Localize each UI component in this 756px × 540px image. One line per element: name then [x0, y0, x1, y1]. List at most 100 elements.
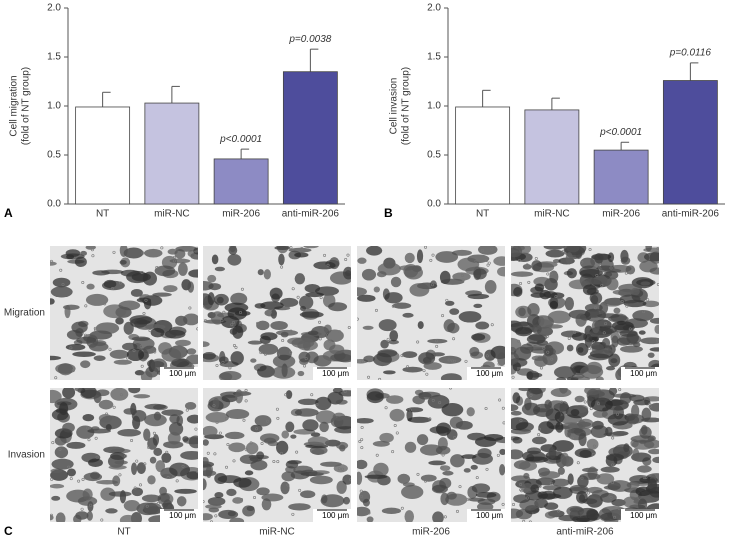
cell: [512, 436, 523, 444]
cell: [557, 467, 565, 475]
pore: [378, 377, 382, 380]
cell: [285, 421, 295, 433]
cell: [143, 428, 151, 441]
cell: [596, 473, 615, 485]
pore: [416, 340, 420, 344]
cell: [109, 349, 129, 359]
cell: [372, 440, 390, 447]
pore: [225, 465, 229, 469]
cell: [230, 351, 244, 366]
pore: [458, 485, 462, 489]
micrograph: 100 μm: [203, 388, 351, 522]
bar: [144, 102, 200, 205]
pore: [600, 284, 604, 288]
pore: [592, 444, 596, 448]
pore: [620, 299, 624, 303]
cell: [640, 281, 651, 286]
cell: [478, 246, 498, 255]
pore: [609, 397, 613, 401]
cell: [229, 517, 245, 522]
cell: [218, 372, 233, 380]
cell: [67, 468, 76, 477]
cell: [242, 505, 255, 517]
cell: [213, 293, 229, 306]
cell: [363, 355, 375, 363]
cell: [379, 432, 394, 443]
cell: [207, 292, 215, 306]
pore: [130, 438, 134, 442]
cell: [589, 291, 603, 305]
scale-label: 100 μm: [476, 369, 503, 378]
pore: [209, 520, 213, 522]
cell: [511, 337, 522, 352]
cell: [169, 462, 191, 477]
pore: [289, 246, 293, 249]
pore: [583, 400, 587, 404]
cell: [511, 351, 520, 365]
cell: [123, 247, 144, 259]
pore: [253, 496, 257, 500]
pore: [644, 476, 648, 480]
cell: [307, 436, 330, 447]
cell: [159, 486, 167, 496]
cell: [521, 402, 541, 416]
pore: [318, 337, 322, 341]
micrograph: 100 μm: [50, 388, 198, 522]
pore: [303, 364, 307, 368]
cell: [574, 395, 585, 403]
cell: [65, 249, 81, 257]
pore: [289, 329, 293, 333]
cell: [203, 478, 207, 491]
cell: [497, 266, 505, 277]
scale-label: 100 μm: [322, 369, 349, 378]
pore: [475, 476, 479, 480]
cell: [511, 449, 524, 460]
cell: [637, 498, 648, 512]
cell: [605, 453, 624, 461]
cell: [294, 273, 306, 285]
cell: [335, 399, 348, 405]
cell: [280, 481, 290, 495]
pore: [296, 295, 300, 299]
pore: [588, 248, 592, 252]
cell: [320, 494, 345, 508]
cell: [187, 281, 195, 293]
pore: [255, 321, 259, 325]
cell: [381, 507, 402, 514]
cell: [82, 488, 93, 501]
pore: [180, 265, 184, 269]
y-tick-label: 1.0: [47, 101, 61, 112]
pore: [244, 448, 248, 452]
pore: [367, 511, 371, 515]
cell: [471, 483, 491, 494]
cell: [566, 246, 580, 253]
cell: [654, 324, 659, 334]
cell: [378, 319, 397, 332]
pore: [617, 507, 621, 511]
cell: [538, 421, 555, 434]
cell: [475, 492, 497, 498]
cell: [625, 265, 636, 275]
pore: [289, 350, 293, 354]
cell: [544, 399, 552, 410]
pore: [452, 359, 456, 363]
cell: [226, 488, 237, 497]
pore: [646, 298, 650, 302]
cell: [511, 410, 522, 416]
cell: [586, 508, 599, 519]
pore: [359, 489, 363, 493]
cell: [409, 283, 430, 297]
cell: [511, 271, 534, 277]
cell: [440, 492, 449, 506]
cell: [83, 472, 103, 482]
cell: [50, 483, 65, 489]
pore: [91, 254, 95, 258]
pore: [549, 481, 553, 485]
cell: [175, 246, 198, 252]
pore: [344, 257, 348, 261]
pore: [277, 353, 281, 357]
pore: [59, 268, 63, 272]
scale-box: [621, 367, 659, 380]
pore: [593, 306, 597, 310]
cell: [188, 269, 198, 278]
